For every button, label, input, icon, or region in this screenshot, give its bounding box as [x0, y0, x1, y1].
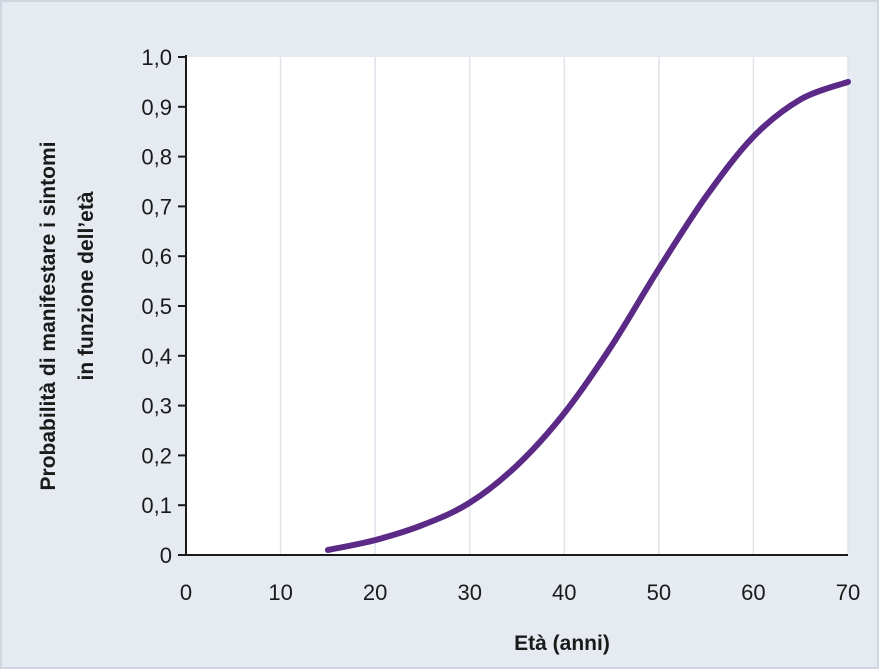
- x-tick-label: 20: [363, 580, 387, 605]
- y-tick-label: 0,9: [141, 95, 172, 120]
- y-tick-label: 0,5: [141, 294, 172, 319]
- y-tick-label: 0: [160, 543, 172, 568]
- y-tick-label: 0,1: [141, 493, 172, 518]
- plot-area: [186, 57, 848, 555]
- y-tick-label: 0,4: [141, 344, 172, 369]
- y-axis-title-line-1: Probabilità di manifestare i sintomi: [37, 142, 60, 491]
- x-tick-labels: 0 10 20 30 40 50 60 70: [180, 580, 860, 605]
- x-tick-label: 30: [457, 580, 481, 605]
- y-tick-label: 0,2: [141, 443, 172, 468]
- axes: [178, 55, 848, 556]
- x-tick-label: 10: [268, 580, 292, 605]
- x-tick-label: 50: [647, 580, 671, 605]
- series-line: [324, 78, 851, 553]
- y-tick-label: 0,6: [141, 244, 172, 269]
- x-tick-label: 70: [836, 580, 860, 605]
- y-tick-label: 0,7: [141, 194, 172, 219]
- y-tick-label: 0,3: [141, 394, 172, 419]
- y-axis-title-line-2: in funzione dell’età: [75, 191, 98, 380]
- x-tick-label: 60: [741, 580, 765, 605]
- y-tick-labels: 0 0,1 0,2 0,3 0,4 0,5 0,6 0,7 0,8 0,9 1,0: [141, 45, 172, 568]
- x-tick-label: 0: [180, 580, 192, 605]
- x-axis-title: Età (anni): [514, 632, 610, 655]
- y-tick-label: 1,0: [141, 45, 172, 70]
- x-tick-label: 40: [552, 580, 576, 605]
- y-tick-label: 0,8: [141, 145, 172, 170]
